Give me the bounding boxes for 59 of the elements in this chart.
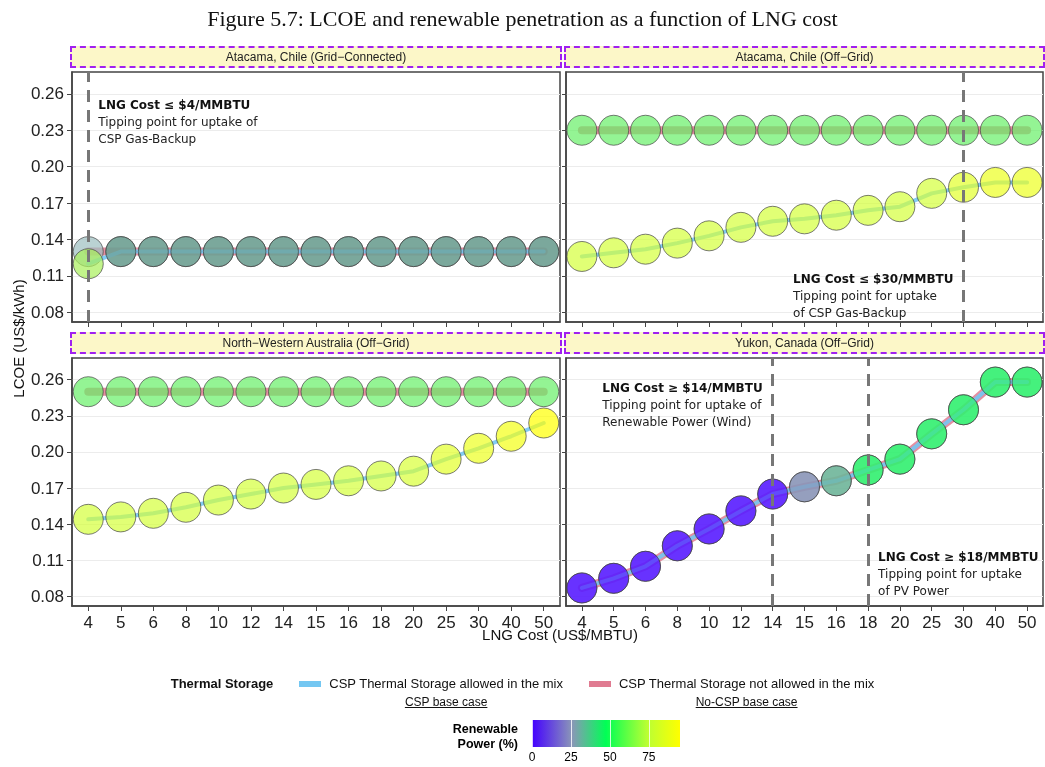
x-tick-label: 18 — [858, 613, 878, 632]
chart-subtitle: Atacama, Chile (Grid−Connected) — [70, 46, 562, 68]
x-tick-label: 12 — [731, 613, 751, 632]
x-tick-label: 16 — [826, 613, 846, 632]
x-tick-label: 10 — [208, 613, 228, 632]
y-tick-label: 0.17 — [30, 478, 64, 498]
x-tick-label: 8 — [181, 613, 191, 632]
y-tick-label: 0.11 — [32, 550, 64, 570]
y-tick-label: 0.14 — [30, 514, 64, 534]
color-bar-title: Renewable Power (%) — [451, 722, 518, 752]
color-bar-label: 25 — [563, 750, 579, 764]
x-tick-label: 12 — [241, 613, 261, 632]
x-tick-label: 25 — [922, 613, 942, 632]
annotation: LNG Cost ≥ $14/MMBTU Tipping point for uptake of Renewable Power (Wind) — [601, 381, 763, 430]
annotation: LNG Cost ≤ $30/MMBTU Tipping point for uptake of CSP Gas-Backup — [792, 272, 954, 321]
x-tick-label: 50 — [1017, 613, 1037, 632]
x-tick-label: 15 — [795, 613, 814, 632]
x-tick-label: 40 — [985, 613, 1005, 632]
y-tick-label: 0.20 — [30, 157, 64, 177]
y-tick-label: 0.26 — [30, 84, 64, 104]
x-tick-label: 6 — [148, 613, 159, 632]
legend-label: CSP Thermal Storage allowed in the mix — [329, 676, 563, 692]
chart-subtitle: Yukon, Canada (Off−Grid) — [564, 332, 1045, 354]
x-tick-label: 18 — [371, 613, 391, 632]
x-tick-label: 14 — [763, 613, 783, 632]
chart-subtitle: Atacama, Chile (Off−Grid) — [564, 46, 1045, 68]
y-tick-label: 0.23 — [30, 120, 64, 140]
chart-subtitle: North−Western Australia (Off−Grid) — [70, 332, 562, 354]
color-bar-label: 0 — [527, 750, 537, 764]
x-tick-label: 25 — [436, 613, 456, 632]
x-tick-label: 16 — [339, 613, 358, 632]
annotation: LNG Cost ≥ $18/MMBTU Tipping point for uptake of PV Power — [877, 549, 1039, 598]
x-tick-label: 5 — [116, 613, 126, 632]
x-tick-label: 30 — [954, 613, 973, 632]
y-tick-label: 0.23 — [30, 406, 64, 426]
x-tick-label: 14 — [274, 613, 293, 632]
y-tick-label: 0.17 — [30, 193, 64, 213]
chart-title: Figure 5.7: LCOE and renewable penetration as a function of LNG cost — [206, 6, 839, 32]
x-tick-label: 20 — [890, 613, 910, 632]
text: CSP base case — [404, 695, 488, 709]
y-tick-label: 0.14 — [30, 229, 64, 249]
x-tick-label: 6 — [640, 613, 651, 632]
y-axis-title: LCOE (US$/kWh) — [9, 278, 27, 400]
color-bar-label: 50 — [602, 750, 618, 764]
legend-title: Thermal Storage — [170, 676, 274, 692]
y-tick-label: 0.11 — [32, 266, 64, 286]
annotation: LNG Cost ≤ $4/MMBTU Tipping point for uptake of CSP Gas-Backup — [97, 97, 259, 146]
y-tick-label: 0.26 — [30, 370, 64, 390]
y-tick-label: 0.08 — [30, 302, 64, 322]
legend-label: CSP Thermal Storage not allowed in the mix — [618, 676, 875, 692]
x-tick-label: 4 — [83, 613, 93, 632]
y-tick-label: 0.08 — [30, 586, 64, 606]
x-tick-label: 20 — [404, 613, 424, 632]
x-tick-label: 15 — [306, 613, 326, 632]
color-bar-label: 75 — [641, 750, 657, 764]
y-tick-label: 0.20 — [30, 442, 64, 462]
x-tick-label: 10 — [699, 613, 719, 632]
x-tick-label: 8 — [672, 613, 683, 632]
text: No-CSP base case — [695, 695, 798, 709]
